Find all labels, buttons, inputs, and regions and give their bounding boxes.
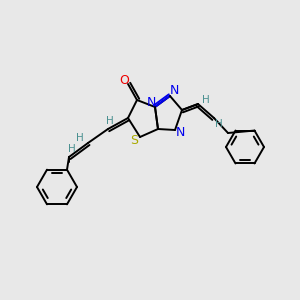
Text: O: O: [119, 74, 129, 86]
Text: S: S: [130, 134, 138, 146]
Text: N: N: [169, 85, 179, 98]
Text: N: N: [175, 127, 185, 140]
Text: H: H: [202, 95, 210, 105]
Text: H: H: [106, 116, 114, 126]
Text: H: H: [76, 133, 84, 143]
Text: N: N: [146, 95, 156, 109]
Text: H: H: [68, 144, 76, 154]
Text: H: H: [215, 119, 223, 129]
